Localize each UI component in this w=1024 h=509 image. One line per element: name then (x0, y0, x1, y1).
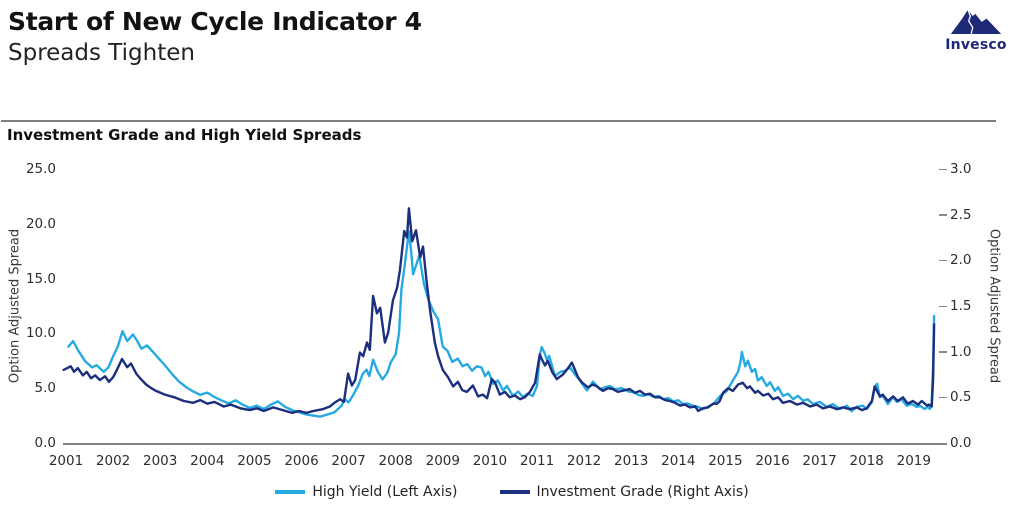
x-axis-tick-label: 2013 (614, 453, 649, 469)
right-axis-tick-label: 1.5 (950, 298, 972, 314)
x-axis-tick-label: 2017 (802, 453, 837, 469)
x-axis-tick-label: 2012 (566, 453, 602, 469)
left-axis-tick-label: 20.0 (25, 215, 56, 232)
x-axis-tick-label: 2001 (48, 453, 84, 469)
right-axis-tick-mark (939, 396, 947, 399)
right-axis-tick-mark (939, 442, 947, 444)
high-yield-line-swatch (275, 490, 306, 494)
x-axis-tick-label: 2011 (519, 453, 555, 469)
left-axis-tick-label: 5.0 (34, 380, 56, 397)
x-axis-tick-label: 2006 (284, 453, 319, 469)
header-divider (1, 120, 996, 122)
x-axis-tick-label: 2008 (378, 453, 413, 469)
legend-label-investment-grade: Investment Grade (Right Axis) (536, 484, 749, 500)
left-axis-tick-label: 15.0 (25, 270, 56, 287)
x-axis-tick-label: 2015 (708, 453, 743, 469)
legend: High Yield (Left Axis) Investment Grade … (0, 484, 1024, 500)
right-axis-tick-mark (939, 168, 947, 170)
left-axis-tick-label: 25.0 (25, 161, 56, 177)
right-axis-tick-label: 3.0 (950, 161, 972, 177)
right-axis-tick-mark (939, 214, 947, 216)
left-axis-title: Option Adjusted Spread (7, 228, 23, 384)
x-axis-tick-label: 2004 (190, 453, 225, 469)
right-axis-tick-label: 1.0 (950, 343, 972, 360)
right-axis-tick-mark (939, 351, 947, 353)
legend-item-investment-grade: Investment Grade (Right Axis) (499, 484, 749, 500)
right-axis-tick-label: 2.0 (950, 252, 972, 269)
mountain-icon (950, 9, 1002, 35)
page-title: Start of New Cycle Indicator 4 (8, 7, 422, 36)
x-axis-tick-label: 2010 (472, 453, 508, 469)
x-axis-line (63, 443, 947, 445)
chart-title: Investment Grade and High Yield Spreads (7, 126, 362, 144)
x-axis-tick-label: 2016 (755, 453, 790, 469)
invesco-logo: Invesco (936, 6, 1016, 53)
x-axis-tick-label: 2002 (95, 453, 131, 469)
x-axis-tick-label: 2014 (661, 453, 696, 469)
x-axis-tick-label: 2003 (143, 453, 178, 469)
series-line-investment-grade (62, 207, 936, 415)
left-axis-tick-label: 10.0 (25, 325, 56, 342)
page-subtitle: Spreads Tighten (8, 40, 195, 66)
x-axis-tick-label: 2005 (237, 453, 272, 469)
right-axis-tick-mark (939, 259, 947, 262)
legend-label-high-yield: High Yield (Left Axis) (312, 484, 458, 500)
legend-item-high-yield: High Yield (Left Axis) (275, 484, 458, 500)
series-line-high-yield (67, 230, 936, 418)
right-axis-tick-label: 0.0 (950, 435, 972, 451)
x-axis-tick-label: 2007 (331, 453, 366, 469)
x-axis-tick-label: 2019 (896, 453, 931, 469)
x-axis-tick-label: 2018 (849, 453, 884, 469)
right-axis-tick-label: 2.5 (950, 206, 972, 223)
right-axis-tick-label: 0.5 (950, 389, 972, 406)
investment-grade-line-swatch (499, 490, 530, 494)
left-axis-tick-label: 0.0 (34, 435, 56, 451)
x-axis-tick-label: 2009 (425, 453, 460, 469)
right-axis-tick-mark (939, 305, 947, 307)
invesco-wordmark: Invesco (945, 37, 1007, 53)
